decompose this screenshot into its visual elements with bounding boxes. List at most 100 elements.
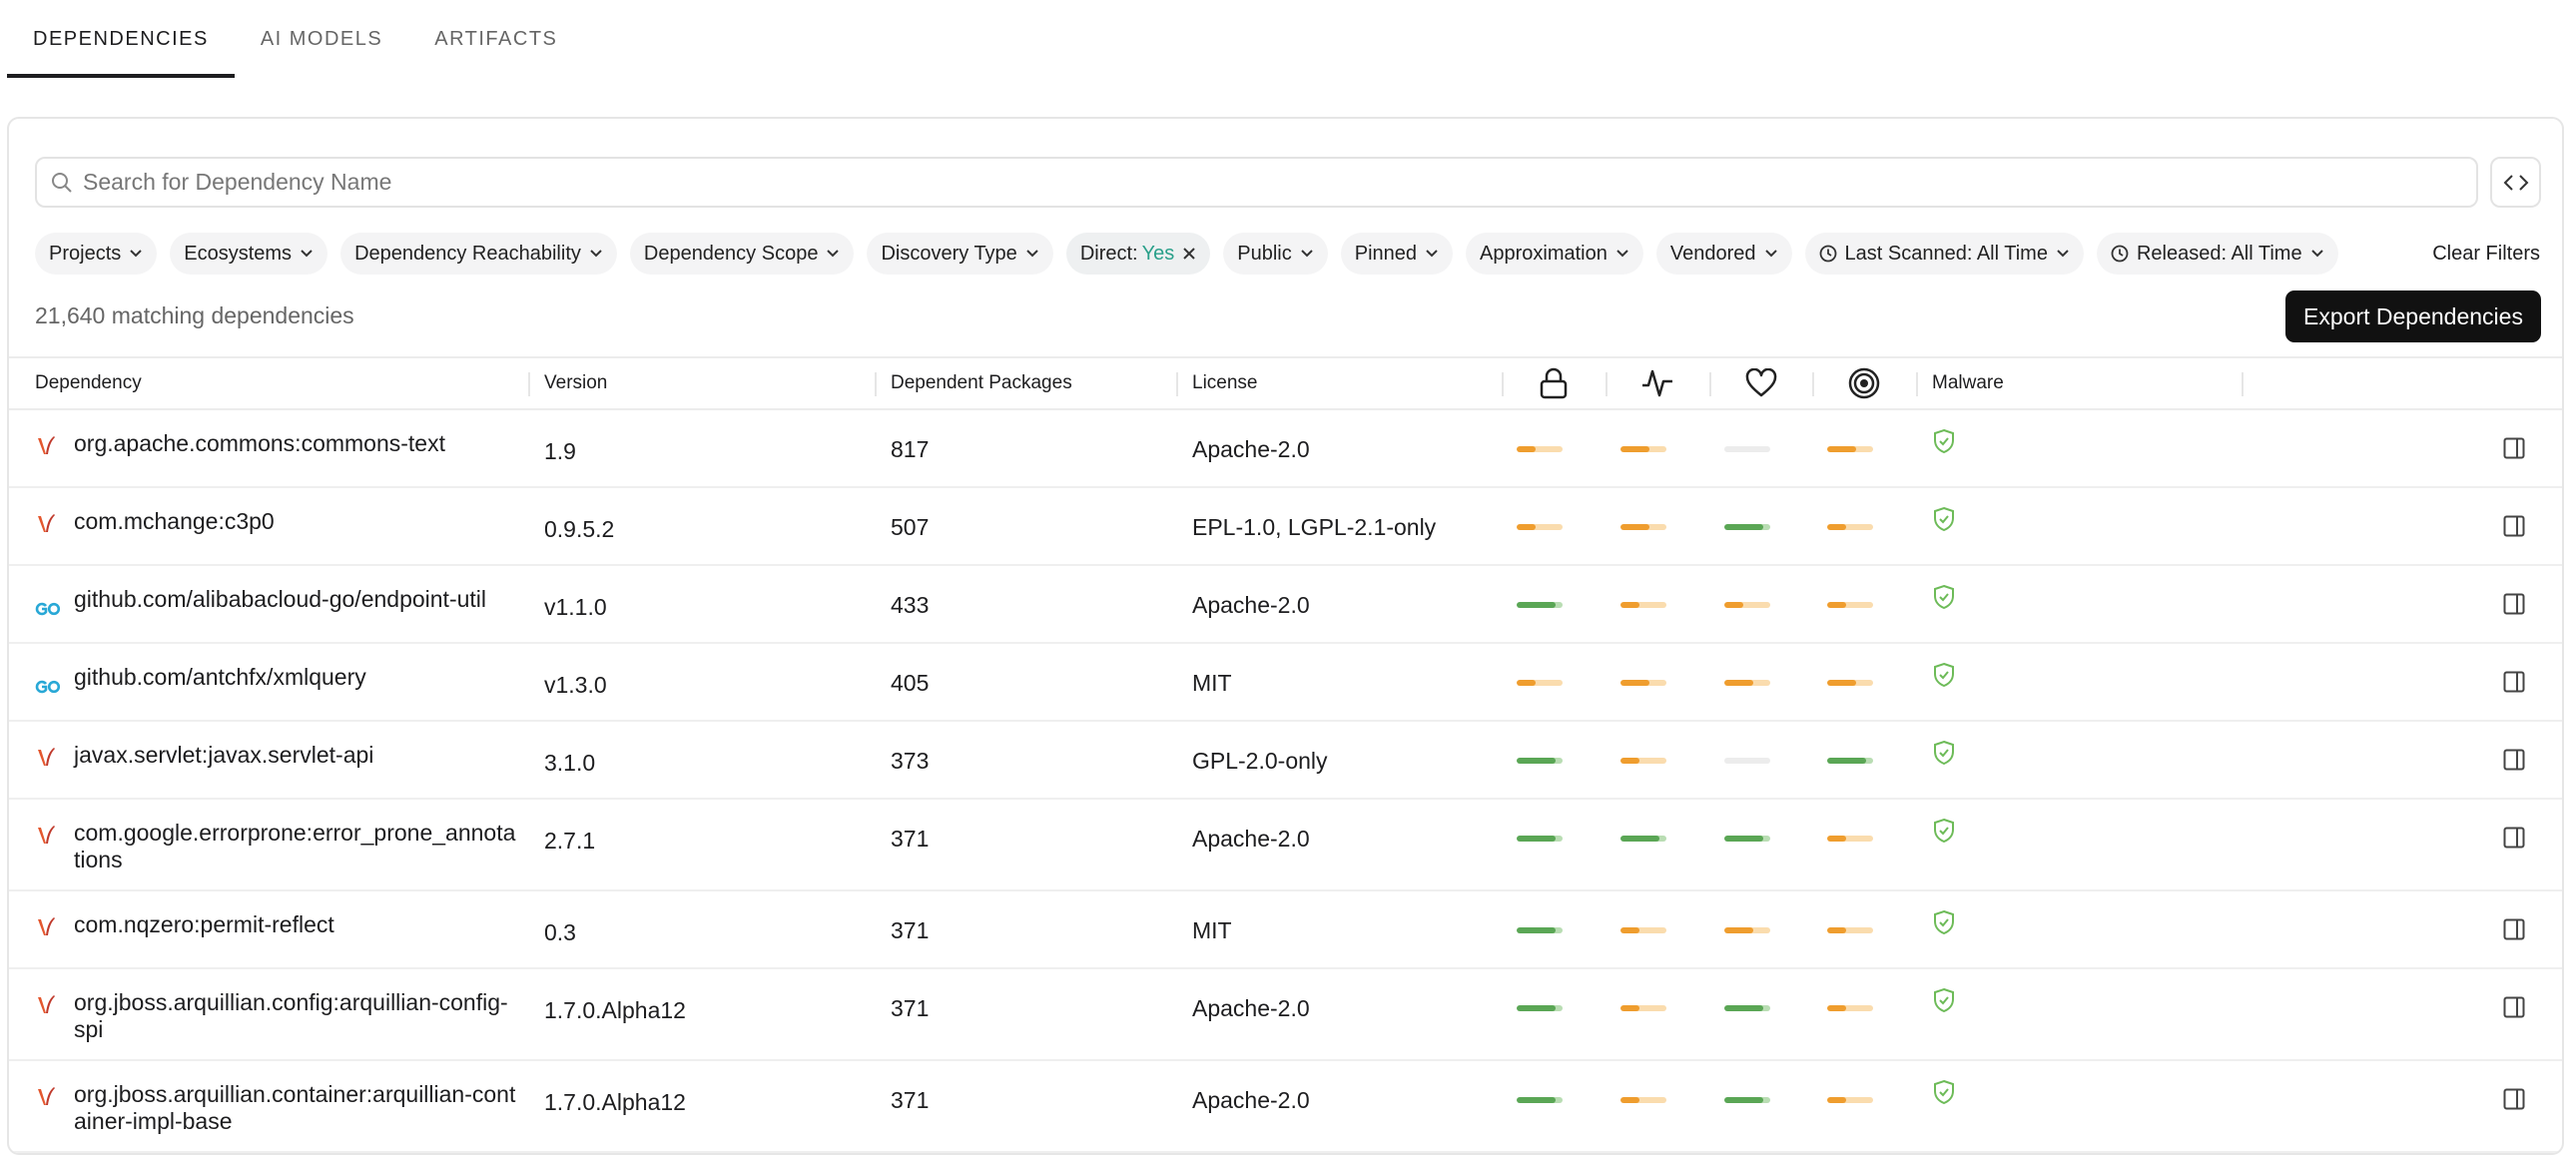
code-button[interactable]	[2490, 157, 2541, 208]
export-button[interactable]: Export Dependencies	[2285, 290, 2541, 342]
column-header: License	[1176, 358, 1502, 408]
clear-filters[interactable]: Clear Filters	[2432, 242, 2540, 265]
tab[interactable]: DEPENDENCIES	[7, 0, 235, 78]
table-row[interactable]: org.jboss.arquillian.container:arquillia…	[9, 1061, 2562, 1153]
open-panel[interactable]	[2242, 410, 2562, 486]
score-cell	[1502, 891, 1606, 967]
open-panel[interactable]	[2242, 969, 2562, 1059]
filter-chip[interactable]: Vendored	[1655, 233, 1792, 275]
score-bar	[1827, 758, 1873, 764]
filter-chip[interactable]: Last Scanned: All Time	[1804, 233, 2084, 275]
malware-cell	[1916, 969, 2242, 1059]
score-bar	[1620, 446, 1666, 452]
filter-chip[interactable]: Approximation	[1466, 233, 1643, 275]
license: GPL-2.0-only	[1192, 748, 1328, 774]
score-bar	[1827, 602, 1873, 608]
go-icon	[35, 680, 61, 694]
reachability-column[interactable]	[1812, 358, 1916, 408]
score-cell	[1606, 488, 1709, 564]
search-box[interactable]: Search for Dependency Name	[35, 157, 2478, 208]
score-bar	[1620, 680, 1666, 686]
filter-chip[interactable]: Released: All Time	[2096, 233, 2338, 275]
score-fill	[1517, 524, 1537, 530]
column-header: Version	[528, 358, 875, 408]
score-bar	[1724, 524, 1770, 530]
score-bar	[1724, 1005, 1770, 1011]
malware-cell	[1916, 722, 2242, 798]
chevron-icon	[1301, 250, 1313, 258]
version: v1.1.0	[544, 594, 607, 620]
filter-chip[interactable]: Public	[1223, 233, 1328, 275]
filter-chip[interactable]: Projects	[35, 233, 158, 275]
malware-cell	[1916, 566, 2242, 642]
score-fill	[1724, 836, 1764, 842]
filter-chip[interactable]: Pinned	[1340, 233, 1454, 275]
license: Apache-2.0	[1192, 995, 1310, 1021]
security-column[interactable]	[1502, 358, 1606, 408]
open-panel[interactable]	[2242, 566, 2562, 642]
filter-chip[interactable]: Dependency Reachability	[340, 233, 617, 275]
filter-label: Vendored	[1669, 242, 1756, 265]
score-bar	[1517, 680, 1563, 686]
filter-chip[interactable]: Discovery Type	[867, 233, 1053, 275]
dependency-cell: javax.servlet:javax.servlet-api	[9, 722, 528, 798]
open-panel[interactable]	[2242, 800, 2562, 889]
open-panel[interactable]	[2242, 488, 2562, 564]
score-cell	[1606, 644, 1709, 720]
column-header: Malware	[1916, 358, 2242, 408]
chevron-icon	[1616, 250, 1628, 258]
score-cell	[1502, 644, 1606, 720]
malware-shield-icon	[1934, 584, 1954, 610]
version: 1.7.0.Alpha12	[544, 1089, 686, 1115]
table-row[interactable]: github.com/alibabacloud-go/endpoint-util…	[9, 566, 2562, 644]
dependency-name: github.com/antchfx/xmlquery	[74, 664, 366, 690]
table-row[interactable]: com.mchange:c3p0 0.9.5.2 507 EPL-1.0, LGPL-…	[9, 488, 2562, 566]
activity-column[interactable]	[1606, 358, 1709, 408]
malware-shield-icon	[1934, 818, 1954, 844]
tab-bar: DEPENDENCIES AI MODELS ARTIFACTS	[7, 0, 583, 78]
malware-shield-icon	[1934, 1079, 1954, 1105]
score-fill	[1517, 446, 1537, 452]
table-row[interactable]: github.com/antchfx/xmlquery v1.3.0 405 MIT	[9, 644, 2562, 722]
score-bar	[1620, 758, 1666, 764]
filter-label: Projects	[49, 242, 122, 265]
score-fill	[1517, 1097, 1557, 1103]
remove-icon	[1183, 248, 1195, 260]
score-cell	[1502, 488, 1606, 564]
tab[interactable]: AI MODELS	[260, 27, 383, 50]
dependent-packages: 507	[891, 514, 930, 540]
dependent-packages: 371	[891, 826, 930, 852]
filter-chip[interactable]: Ecosystems	[170, 233, 328, 275]
score-bar	[1724, 680, 1770, 686]
filter-label: Released: All Time	[2136, 242, 2302, 265]
score-bar	[1827, 680, 1873, 686]
score-fill	[1620, 1005, 1640, 1011]
open-panel[interactable]	[2242, 1061, 2562, 1151]
score-bar	[1827, 836, 1873, 842]
score-cell	[1812, 891, 1916, 967]
ecosystem-icon	[35, 668, 61, 704]
ecosystem-icon	[35, 746, 61, 782]
table-row[interactable]: com.nqzero:permit-reflect 0.3 371 MIT	[9, 891, 2562, 969]
filter-chip[interactable]: Dependency Scope	[629, 233, 855, 275]
health-column[interactable]	[1709, 358, 1812, 408]
table-row[interactable]: org.jboss.arquillian.config:arquillian-c…	[9, 969, 2562, 1061]
table-row[interactable]: javax.servlet:javax.servlet-api 3.1.0 373 G…	[9, 722, 2562, 800]
score-cell	[1812, 644, 1916, 720]
filter-chip[interactable]: Direct: Yes	[1065, 233, 1211, 275]
tab[interactable]: ARTIFACTS	[434, 27, 558, 50]
dependency-name: github.com/alibabacloud-go/endpoint-util	[74, 586, 487, 612]
score-fill	[1724, 1005, 1764, 1011]
table-row[interactable]: com.google.errorprone:error_prone_annota…	[9, 800, 2562, 891]
malware-cell	[1916, 800, 2242, 889]
ecosystem-icon	[35, 915, 61, 951]
dependency-name: com.nqzero:permit-reflect	[74, 911, 334, 937]
open-panel[interactable]	[2242, 722, 2562, 798]
open-panel[interactable]	[2242, 891, 2562, 967]
score-bar	[1620, 1097, 1666, 1103]
score-fill	[1827, 446, 1856, 452]
score-bar	[1724, 1097, 1770, 1103]
table-row[interactable]: org.apache.commons:commons-text 1.9 817 Apa…	[9, 410, 2562, 488]
dependency-name: org.jboss.arquillian.config:arquillian-c…	[74, 989, 508, 1042]
open-panel[interactable]	[2242, 644, 2562, 720]
